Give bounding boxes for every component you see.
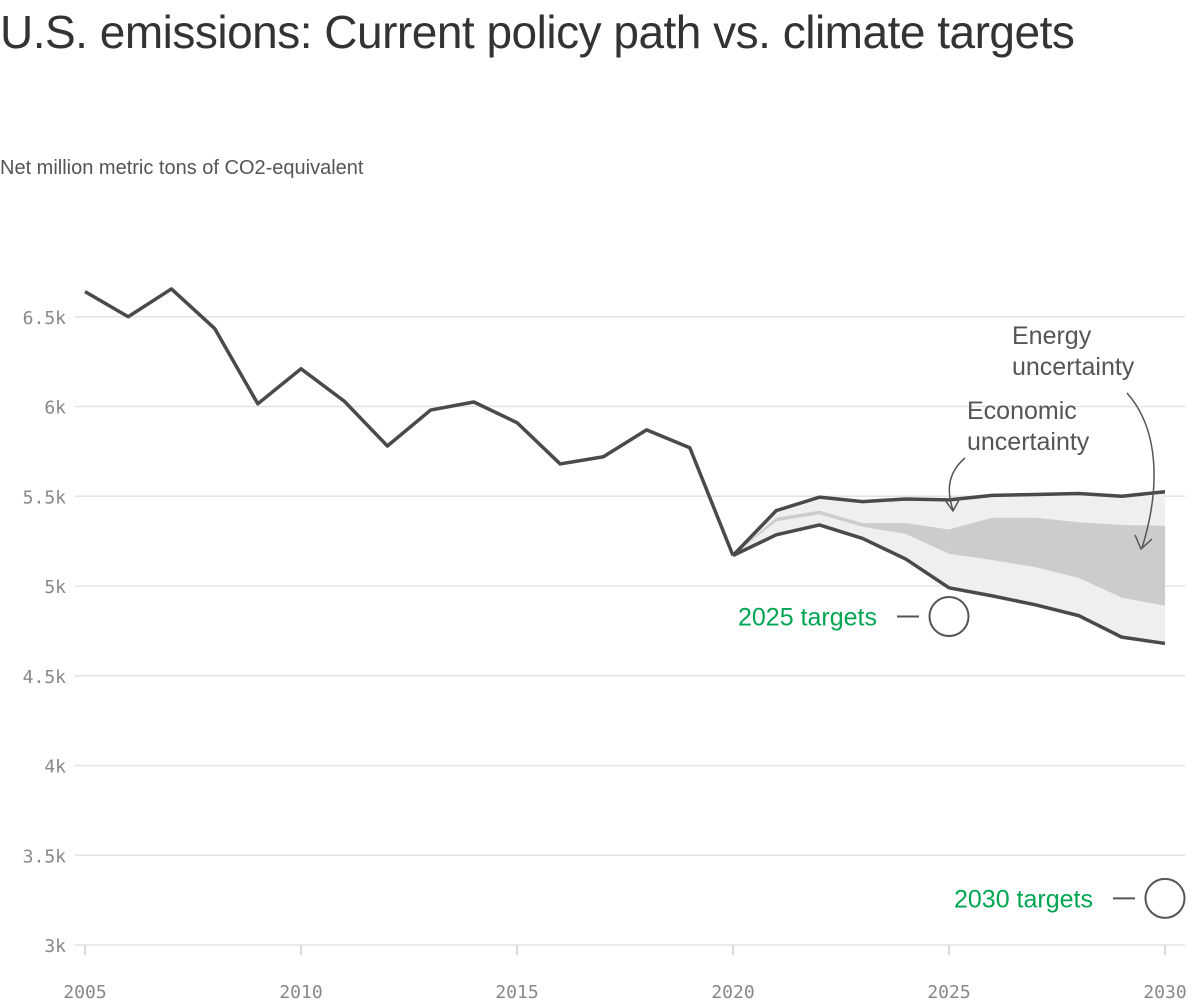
y-tick-label: 4k [44, 757, 66, 778]
y-tick-label: 5k [44, 577, 66, 598]
historical-line [84, 287, 735, 557]
x-tick-label: 2010 [279, 982, 322, 1000]
x-tick-label: 2020 [711, 982, 754, 1000]
projection-upper-line [731, 490, 1166, 557]
x-tick-label: 2005 [63, 982, 106, 1000]
energy-arrow [1126, 392, 1155, 551]
y-tick-label: 3.5k [23, 846, 67, 867]
economic-arrow [944, 457, 966, 513]
target-circle [928, 596, 970, 638]
x-tick-label: 2025 [927, 982, 970, 1000]
target-circle [1144, 877, 1186, 919]
projection-lower-line [732, 523, 1166, 646]
y-tick-label: 5.5k [23, 487, 67, 508]
x-tick-label: 2030 [1143, 982, 1186, 1000]
chart-subtitle: Net million metric tons of CO2-equivalen… [0, 157, 364, 179]
x-tick-label: 2015 [495, 982, 538, 1000]
target-label: 2025 targets [738, 604, 877, 632]
economic-uncertainty-label: Economic uncertainty [967, 397, 1090, 456]
economic-uncertainty-band [733, 510, 1165, 606]
y-tick-label: 6k [44, 398, 66, 419]
chart-title: U.S. emissions: Current policy path vs. … [0, 6, 1075, 58]
y-tick-label: 4.5k [23, 667, 67, 688]
energy-uncertainty-label: Energy uncertainty [1012, 322, 1135, 381]
y-tick-label: 3k [44, 936, 66, 957]
target-label: 2030 targets [954, 885, 1093, 913]
y-tick-label: 6.5k [23, 308, 67, 329]
